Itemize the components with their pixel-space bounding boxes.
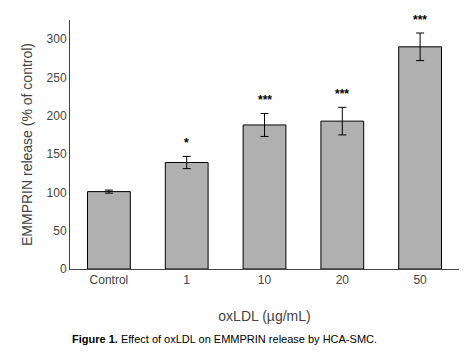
- svg-text:0: 0: [60, 262, 67, 276]
- svg-text:250: 250: [47, 71, 67, 85]
- svg-text:oxLDL (µg/mL): oxLDL (µg/mL): [218, 308, 310, 324]
- svg-text:50: 50: [413, 273, 427, 287]
- svg-text:10: 10: [258, 273, 272, 287]
- svg-text:Control: Control: [90, 273, 129, 287]
- svg-text:***: ***: [413, 13, 427, 27]
- svg-text:50: 50: [53, 224, 67, 238]
- svg-text:300: 300: [47, 32, 67, 46]
- svg-text:20: 20: [336, 273, 350, 287]
- svg-text:Figure 1. Effect of oxLDL on E: Figure 1. Effect of oxLDL on EMMPRIN rel…: [72, 333, 377, 345]
- svg-text:100: 100: [47, 186, 67, 200]
- svg-text:1: 1: [183, 273, 190, 287]
- svg-text:150: 150: [47, 147, 67, 161]
- svg-text:***: ***: [258, 93, 272, 107]
- svg-text:***: ***: [335, 87, 349, 101]
- svg-text:*: *: [184, 136, 189, 150]
- svg-text:EMMPRIN release (% of control): EMMPRIN release (% of control): [19, 43, 35, 246]
- svg-text:200: 200: [47, 109, 67, 123]
